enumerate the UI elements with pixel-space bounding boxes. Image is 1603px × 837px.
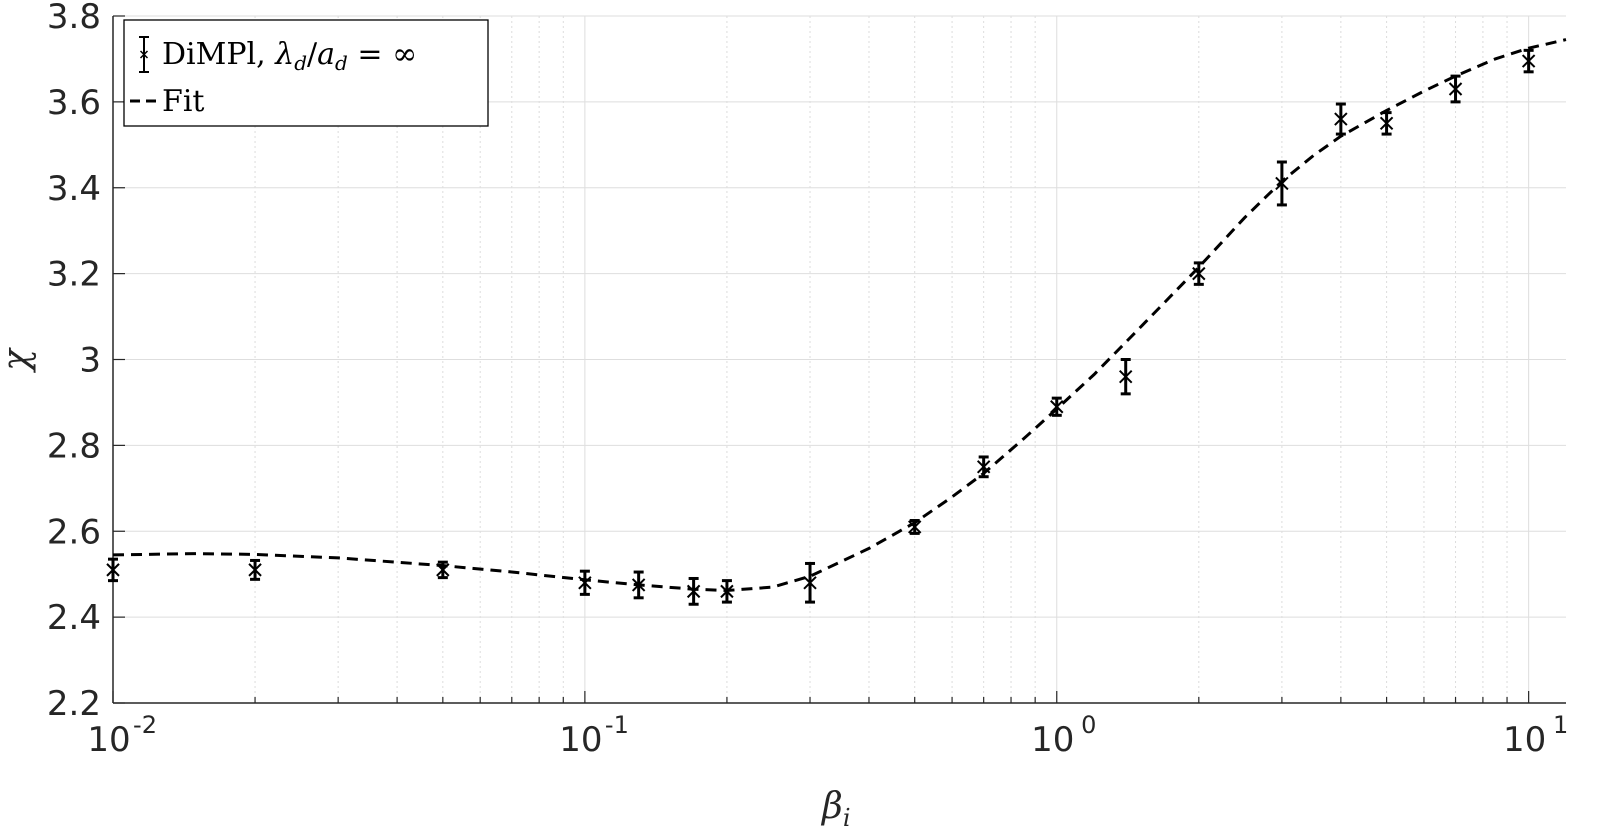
y-tick-label: 3.8 bbox=[47, 0, 101, 37]
x-tick-label-exponent: 1 bbox=[1553, 711, 1568, 739]
x-marker bbox=[1050, 400, 1064, 414]
x-axis-label-subscript: i bbox=[843, 804, 851, 832]
data-point bbox=[1119, 358, 1133, 396]
x-marker bbox=[1334, 112, 1348, 126]
data-point bbox=[686, 576, 701, 606]
x-tick-label: 10 bbox=[87, 720, 130, 760]
x-tick-label: 10 bbox=[1503, 720, 1546, 760]
x-marker bbox=[436, 563, 450, 577]
data-points-layer bbox=[106, 48, 1536, 606]
x-marker bbox=[578, 576, 592, 590]
x-marker bbox=[1521, 54, 1536, 68]
axes bbox=[112, 15, 1566, 704]
x-marker bbox=[631, 578, 646, 592]
data-point bbox=[1448, 74, 1463, 104]
x-marker bbox=[1448, 82, 1463, 96]
data-point bbox=[976, 455, 991, 479]
y-tick-label: 3.6 bbox=[47, 83, 101, 123]
legend-errorbar-icon bbox=[139, 36, 149, 73]
y-tick-label: 2.8 bbox=[47, 426, 101, 466]
data-point bbox=[1334, 102, 1348, 136]
x-tick-label-exponent: -1 bbox=[605, 711, 629, 739]
y-tick-label: 3.2 bbox=[47, 255, 101, 295]
x-marker bbox=[106, 563, 120, 577]
data-point bbox=[1379, 111, 1394, 136]
x-tick-label: 10 bbox=[1031, 720, 1074, 760]
x-marker bbox=[1379, 116, 1394, 131]
data-point bbox=[1521, 48, 1536, 74]
data-point bbox=[1275, 160, 1289, 207]
x-marker bbox=[1119, 369, 1133, 384]
data-point bbox=[803, 561, 817, 604]
legend-label-fit: Fit bbox=[162, 84, 204, 119]
data-point bbox=[1192, 261, 1206, 286]
x-marker bbox=[720, 584, 734, 599]
y-axis-label: χ bbox=[0, 347, 37, 374]
y-tick-label: 2.6 bbox=[47, 512, 101, 552]
x-marker bbox=[1192, 266, 1206, 281]
y-tick-label: 2.2 bbox=[47, 684, 101, 724]
x-marker bbox=[1275, 176, 1289, 191]
data-point bbox=[106, 557, 120, 583]
y-tick-label: 3 bbox=[79, 341, 101, 381]
x-tick-label-exponent: -2 bbox=[133, 711, 157, 739]
data-point bbox=[908, 519, 922, 535]
data-point bbox=[1050, 396, 1064, 417]
x-marker bbox=[908, 520, 922, 534]
major-grid bbox=[112, 15, 1566, 704]
x-marker bbox=[686, 584, 701, 599]
data-point bbox=[631, 570, 646, 600]
legend: DiMPl, λd/ad = ∞ Fit bbox=[123, 19, 489, 127]
x-tick-label-exponent: 0 bbox=[1081, 711, 1096, 739]
data-point bbox=[720, 579, 734, 604]
x-marker bbox=[803, 576, 817, 590]
x-axis-label: βi bbox=[820, 786, 851, 832]
data-point bbox=[248, 558, 262, 581]
legend-box bbox=[123, 19, 489, 127]
data-point bbox=[578, 569, 592, 596]
y-tick-label: 3.4 bbox=[47, 169, 101, 209]
y-tick-label: 2.4 bbox=[47, 598, 101, 638]
data-point bbox=[436, 560, 450, 580]
x-marker bbox=[976, 460, 991, 474]
legend-label-dimpl: DiMPl, λd/ad = ∞ bbox=[162, 37, 417, 75]
x-tick-label: 10 bbox=[559, 720, 602, 760]
x-marker bbox=[248, 563, 262, 577]
tick-labels: 2.22.42.62.833.23.43.63.810 -2 10 -1 10 0 10 1 bbox=[47, 0, 1568, 760]
